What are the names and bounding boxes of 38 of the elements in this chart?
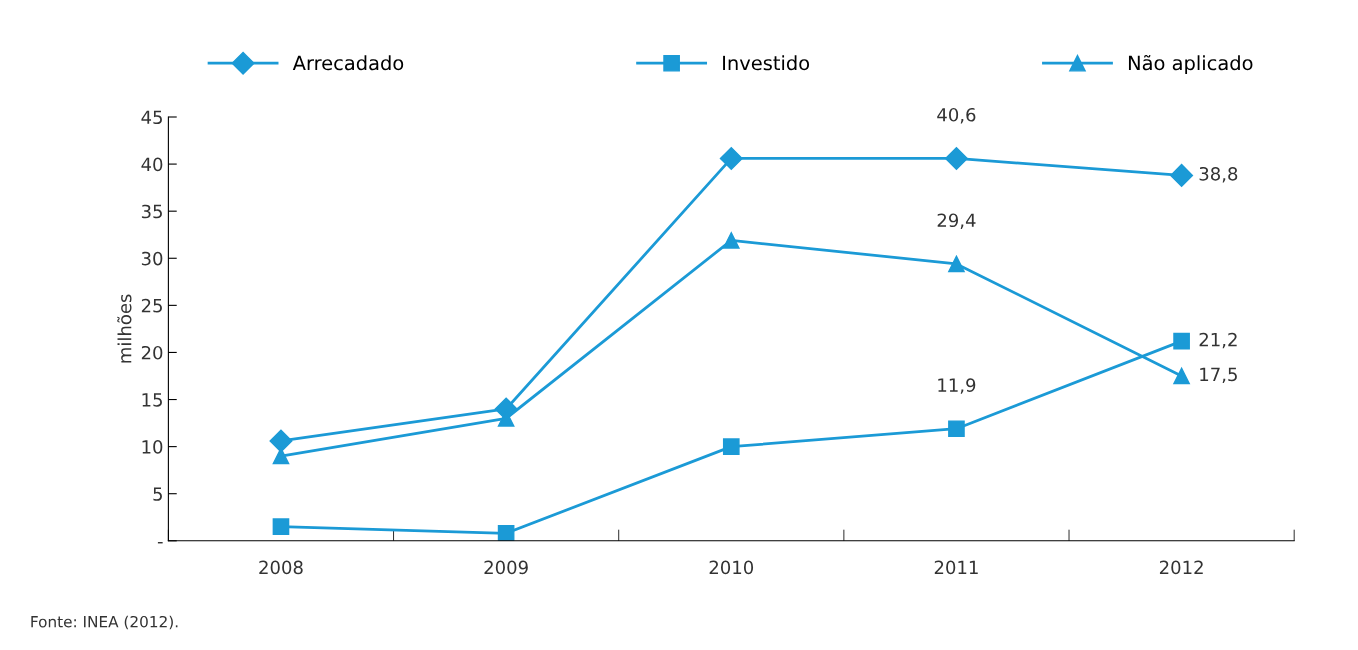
legend-label: Arrecadado <box>292 55 404 71</box>
point <box>944 146 968 170</box>
point <box>948 420 965 438</box>
point <box>272 518 290 536</box>
y-tick-label: - <box>157 541 163 544</box>
y-tick-label: 35 <box>141 204 162 219</box>
legend-label: Investido <box>723 55 810 71</box>
data-label: 21,2 <box>1199 332 1237 349</box>
data-label: 40,6 <box>937 107 976 124</box>
point <box>1173 367 1190 385</box>
point <box>1170 163 1194 187</box>
y-tick-label: 40 <box>141 157 163 172</box>
x-tick-label: 2012 <box>1159 560 1203 575</box>
point <box>269 429 293 453</box>
point <box>722 232 740 249</box>
data-label: 29,4 <box>937 213 976 229</box>
data-label: 38,8 <box>1199 166 1238 183</box>
y-tick-label: 15 <box>142 393 162 407</box>
y-tick-label: 45 <box>141 110 162 125</box>
legend-label: Não aplicado <box>1128 54 1253 75</box>
y-axis-title: milhões <box>117 294 132 363</box>
source-note: Fonte: INEA (2012). <box>31 615 178 630</box>
point <box>1173 332 1190 350</box>
x-tick-label: 2009 <box>484 560 528 575</box>
data-label: 17,5 <box>1200 367 1237 384</box>
y-tick-label: 10 <box>142 440 163 454</box>
point <box>948 255 965 273</box>
point <box>719 146 743 170</box>
y-tick-label: 20 <box>141 345 163 360</box>
y-tick-label: 25 <box>141 298 162 313</box>
y-tick-label: 30 <box>141 251 163 266</box>
x-tick-label: 2011 <box>934 560 978 575</box>
x-tick-label: 2010 <box>709 560 754 575</box>
data-label: 11,9 <box>938 378 976 394</box>
x-tick-label: 2008 <box>259 560 303 575</box>
point <box>722 438 740 455</box>
point <box>497 524 515 541</box>
y-tick-label: 5 <box>153 487 162 501</box>
